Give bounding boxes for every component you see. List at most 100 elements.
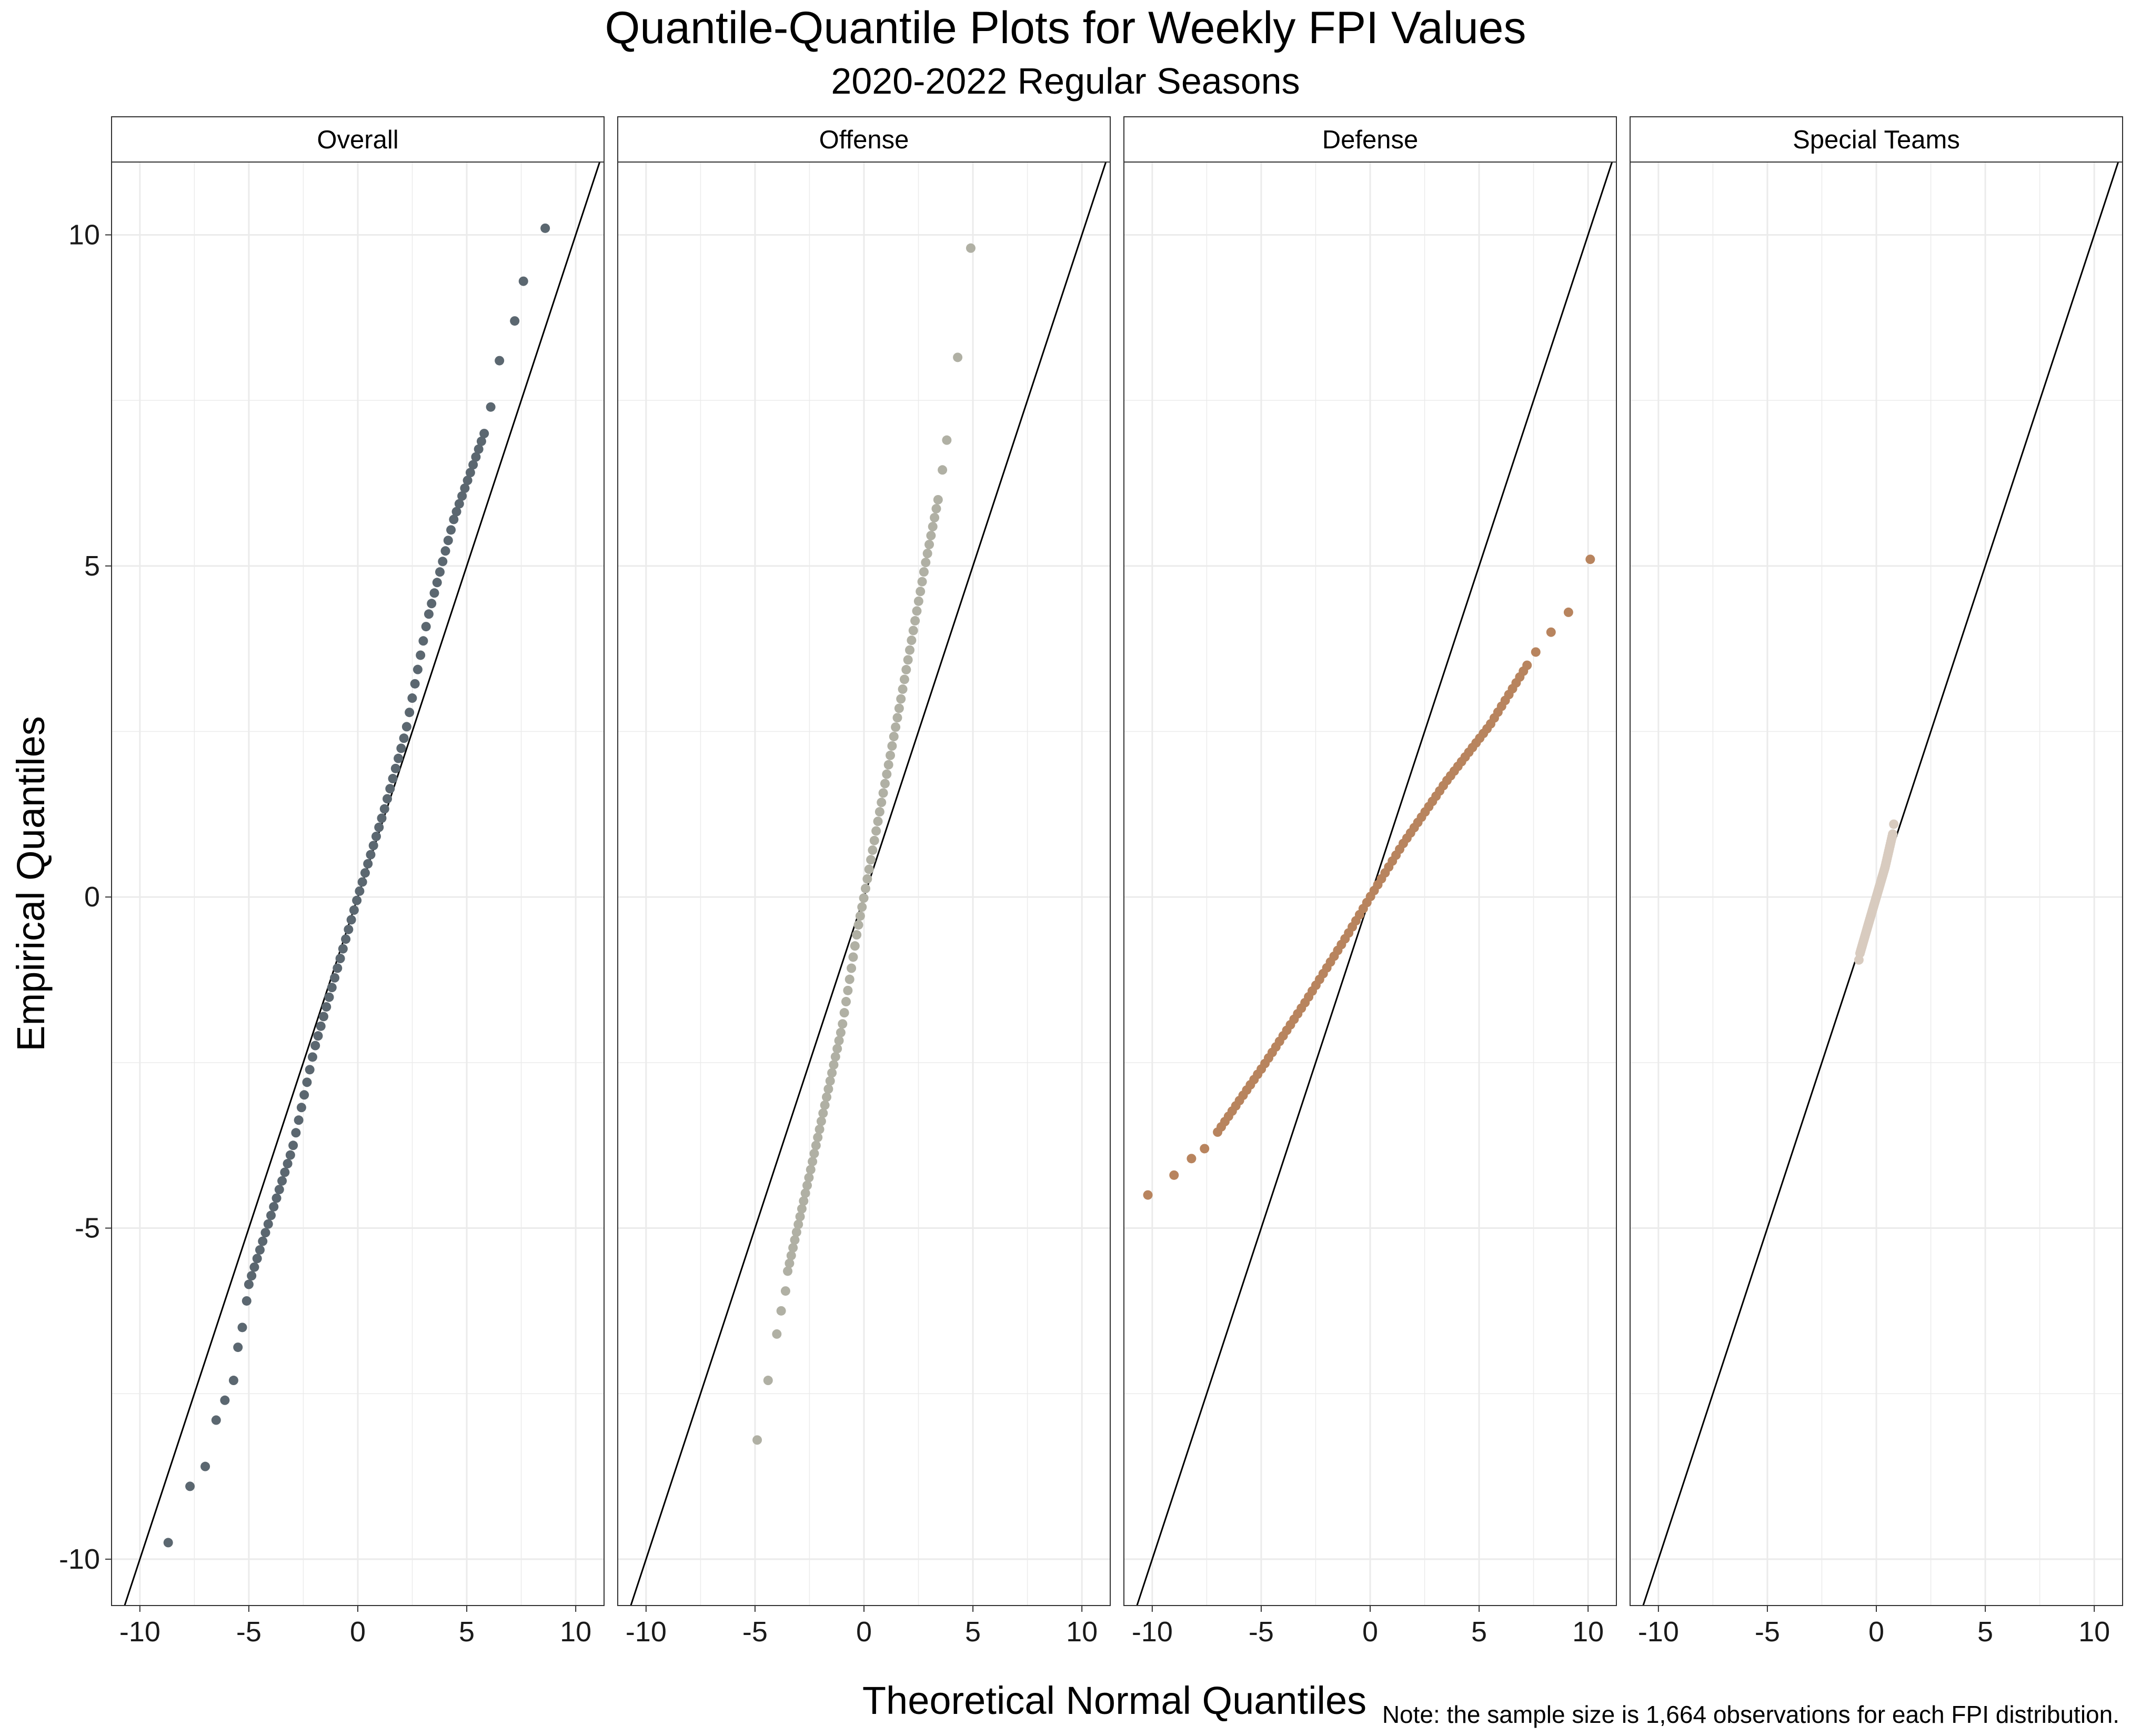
data-point — [495, 356, 505, 366]
data-point — [360, 868, 370, 878]
data-point — [820, 1100, 830, 1110]
data-point — [451, 507, 461, 517]
data-point — [783, 1266, 793, 1276]
x-tick-label: 0 — [350, 1616, 366, 1648]
data-point — [889, 732, 899, 742]
facet-strip — [1123, 116, 1617, 163]
data-point — [313, 1031, 323, 1041]
data-point — [772, 1329, 782, 1339]
facet-strip — [111, 116, 605, 163]
data-point — [416, 650, 426, 660]
data-point — [274, 1185, 284, 1195]
data-point — [1522, 660, 1532, 670]
data-point — [880, 779, 890, 789]
data-point — [471, 452, 481, 462]
points — [1143, 554, 1595, 1200]
data-point — [371, 831, 381, 841]
data-point — [324, 992, 334, 1002]
data-point — [352, 895, 362, 905]
data-point — [299, 1090, 309, 1100]
data-point — [237, 1323, 247, 1333]
data-point — [910, 616, 920, 626]
data-point — [294, 1115, 304, 1125]
data-point — [928, 522, 938, 532]
data-point — [440, 546, 450, 556]
data-point — [388, 774, 398, 784]
data-point — [266, 1210, 276, 1220]
data-point — [859, 893, 869, 903]
data-point — [898, 684, 908, 694]
data-point — [811, 1140, 821, 1150]
data-point — [776, 1306, 786, 1316]
x-tick-label: 10 — [1066, 1616, 1098, 1648]
data-point — [355, 886, 365, 896]
data-point — [785, 1258, 795, 1268]
data-point — [255, 1245, 265, 1255]
data-point — [368, 841, 378, 851]
data-point — [882, 769, 892, 779]
data-point — [185, 1481, 195, 1491]
data-point — [873, 816, 883, 826]
data-point — [233, 1343, 243, 1353]
data-point — [280, 1167, 290, 1177]
data-point — [795, 1212, 805, 1222]
data-point — [919, 567, 929, 577]
data-point — [249, 1262, 259, 1272]
gridlines — [112, 162, 604, 1606]
data-point — [815, 1124, 825, 1134]
data-point — [905, 645, 915, 655]
data-point — [410, 679, 420, 689]
data-point — [1169, 1170, 1179, 1180]
data-point — [793, 1219, 803, 1229]
data-point — [390, 763, 400, 773]
data-point — [806, 1165, 816, 1175]
data-point — [913, 596, 923, 606]
data-point — [825, 1076, 835, 1086]
data-point — [857, 902, 867, 912]
data-point — [486, 402, 496, 412]
data-point — [887, 741, 897, 751]
x-tick-label: -10 — [626, 1616, 667, 1648]
data-point — [277, 1176, 287, 1186]
data-point — [752, 1435, 762, 1445]
x-tick-label: -10 — [1132, 1616, 1173, 1648]
points — [1854, 819, 1899, 965]
x-tick-label: 0 — [856, 1616, 872, 1648]
x-tick-label: -5 — [1755, 1616, 1780, 1648]
panel-special-teams: Special Teams -10 -5 0 5 10 — [1630, 116, 2123, 1648]
data-point — [883, 760, 893, 770]
data-point — [421, 622, 431, 632]
data-point — [922, 549, 932, 559]
data-point — [465, 468, 475, 478]
data-point — [931, 503, 941, 513]
data-point — [321, 1002, 331, 1012]
data-point — [855, 911, 865, 921]
data-point — [891, 722, 901, 732]
data-point — [864, 864, 874, 874]
data-point — [804, 1173, 814, 1183]
data-point — [396, 743, 406, 753]
x-tick-label: -10 — [119, 1616, 160, 1648]
chart-subtitle: 2020-2022 Regular Seasons — [831, 60, 1300, 102]
data-point — [363, 859, 373, 869]
data-point — [285, 1150, 295, 1160]
data-point — [344, 924, 354, 934]
data-point — [797, 1204, 807, 1214]
x-tick-label: 5 — [459, 1616, 475, 1648]
data-point — [843, 985, 853, 995]
data-point — [924, 540, 934, 550]
data-point — [917, 577, 927, 587]
data-point — [860, 884, 870, 894]
data-point — [346, 915, 356, 925]
data-point — [401, 722, 411, 732]
data-point — [302, 1077, 312, 1087]
data-point — [1889, 819, 1899, 829]
facet-label: Overall — [317, 126, 398, 154]
data-point — [288, 1140, 298, 1150]
data-point — [816, 1116, 826, 1126]
data-point — [845, 974, 855, 984]
data-point — [335, 953, 345, 963]
x-tick-label: 0 — [1868, 1616, 1884, 1648]
data-point — [808, 1157, 818, 1167]
data-point — [454, 499, 464, 509]
